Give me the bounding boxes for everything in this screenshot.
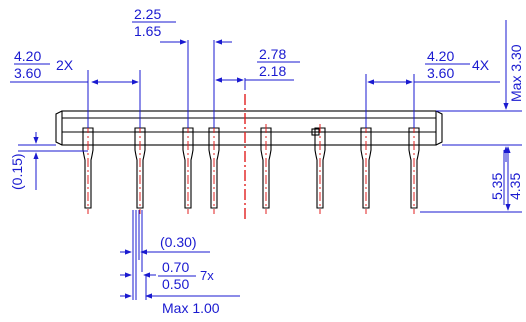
pin [82,124,94,214]
pin [260,124,272,214]
dimension-pitch-mid: 2.78 2.18 [215,46,300,90]
pin-width-count: 7x [200,268,214,283]
pitch-mid-max: 2.78 [259,46,286,62]
pitch-2x-max: 4.20 [14,48,41,64]
pitch-4x-count: 4X [472,57,490,73]
pin [408,124,420,214]
pin [134,124,146,214]
dimension-standoff: (0.15) [9,132,88,190]
dimension-pin-length: 5.35 4.35 [420,146,523,213]
dimension-pitch-4x: 4.20 3.60 4X [365,48,500,128]
dimension-pitch-2x: 4.20 3.60 2X [10,48,141,128]
connector-body [55,110,443,146]
dimension-body-height: Max 3.30 [436,20,524,162]
pin-width-min: 0.50 [162,276,189,292]
pitch-4x-min: 3.60 [427,65,454,81]
pin-overall-label: Max 1.00 [162,300,220,316]
dimension-pin-width-top: 2.25 1.65 [132,6,232,128]
pin-width-top-max: 2.25 [134,6,161,22]
pin-width-max: 0.70 [162,259,189,275]
dimension-pin-width: 0.70 0.50 7x [120,259,214,292]
pitch-mid-min: 2.18 [259,63,286,79]
pitch-2x-count: 2X [56,57,74,73]
pin [182,124,194,214]
body-height-label: Max 3.30 [508,44,524,102]
pitch-2x-min: 3.60 [14,65,41,81]
pitch-4x-max: 4.20 [427,48,454,64]
pin [360,124,372,214]
dimension-pin-overall: Max 1.00 [120,276,240,316]
standoff-label: (0.15) [9,153,25,190]
dimension-pin-thickness: (0.30) [120,210,210,300]
pin-group [82,124,420,214]
pin-width-top-min: 1.65 [134,23,161,39]
pin [208,124,220,214]
pin-thickness-label: (0.30) [160,234,197,250]
pin-length-min: 4.35 [507,173,523,200]
pin-length-max: 5.35 [489,173,505,200]
pin [314,124,326,214]
